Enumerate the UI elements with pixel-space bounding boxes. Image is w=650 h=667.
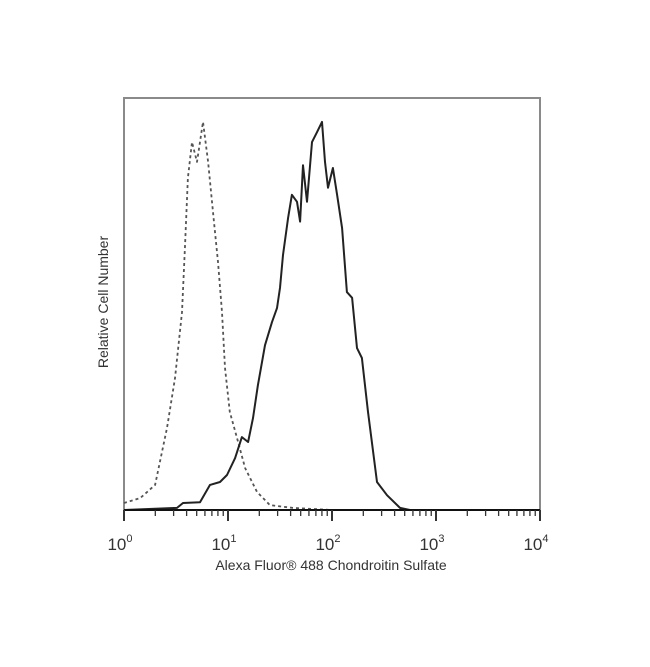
x-tick-label: 104 — [523, 533, 548, 554]
control-histogram-dashed-line — [123, 121, 540, 511]
x-tick-label: 102 — [315, 533, 340, 554]
x-tick-label: 100 — [107, 533, 132, 554]
plot-frame — [123, 97, 541, 511]
x-axis-title: Alexa Fluor® 488 Chondroitin Sulfate — [215, 557, 447, 573]
x-axis-ticks — [123, 510, 541, 521]
x-tick-label: 103 — [419, 533, 444, 554]
x-axis-tick-labels: 100 101 102 103 104 — [107, 533, 548, 554]
stained-histogram-solid-line — [123, 120, 540, 511]
series-layer — [123, 120, 540, 511]
y-axis-title: Relative Cell Number — [95, 236, 111, 369]
x-tick-label: 101 — [211, 533, 236, 554]
